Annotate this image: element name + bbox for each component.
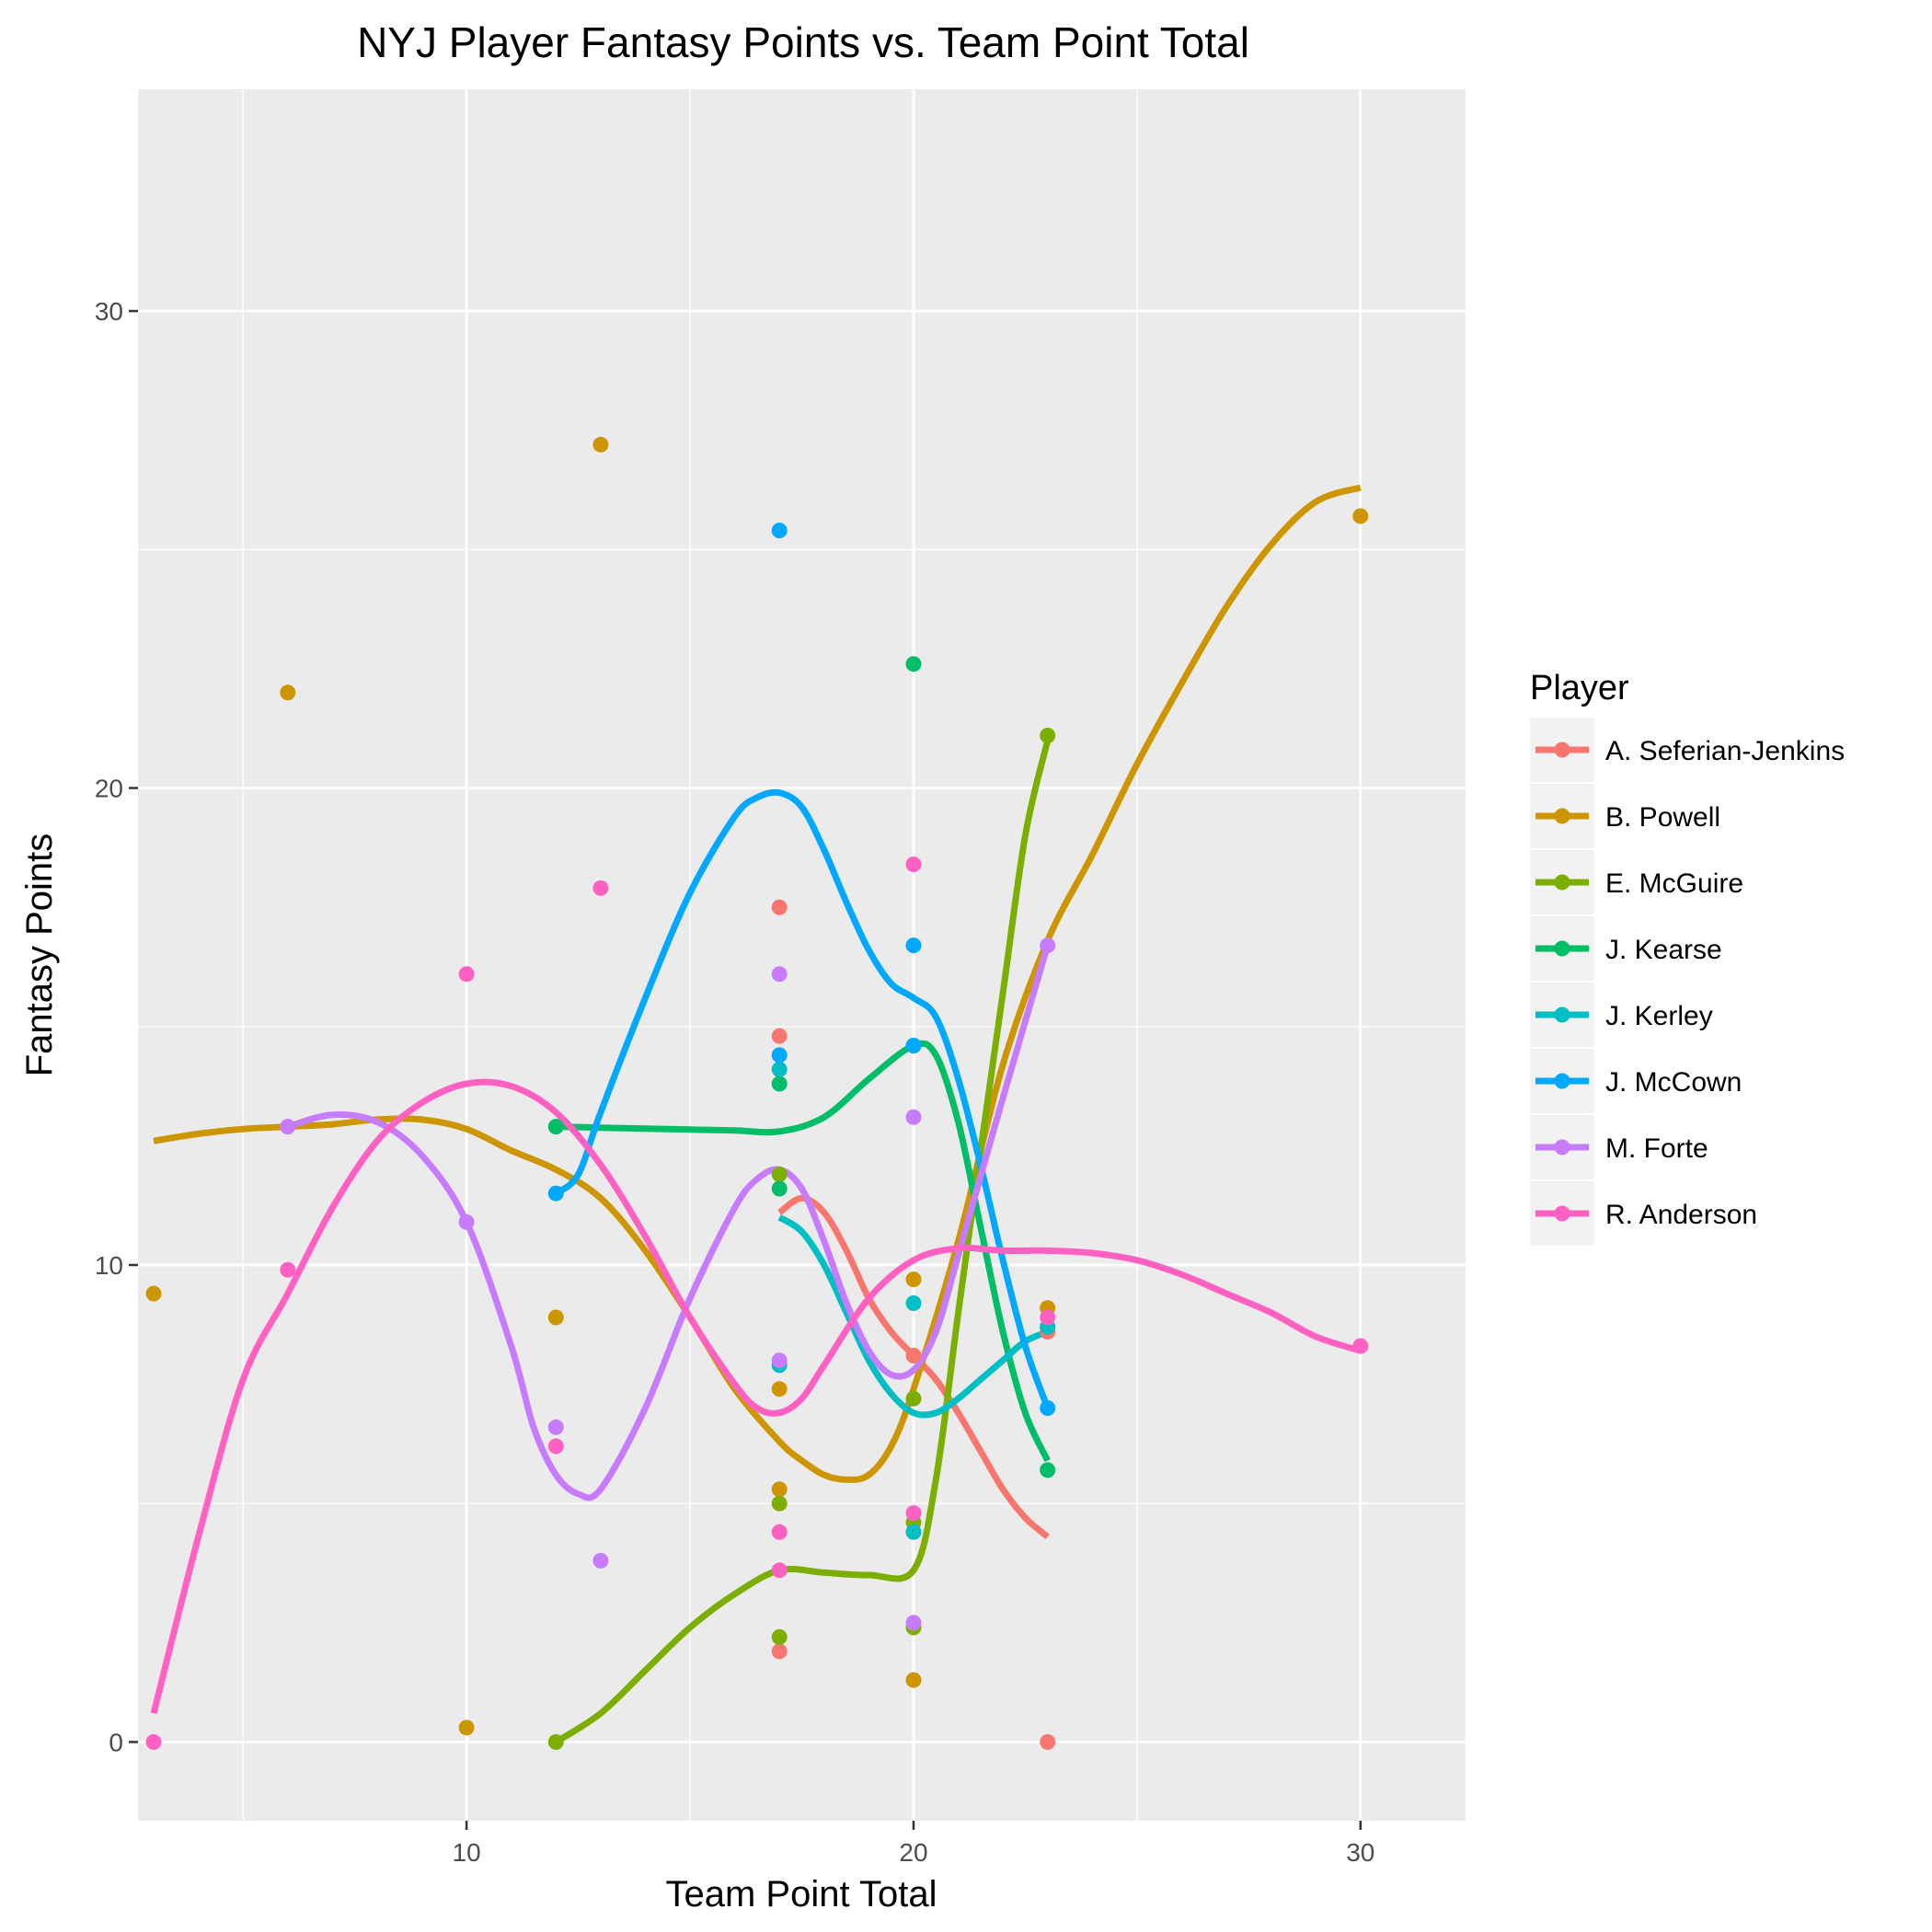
smooth-line-J. Kerley — [777, 1214, 1050, 1419]
legend-key-point — [1554, 808, 1570, 824]
y-tick-label: 10 — [95, 1251, 123, 1280]
data-point — [1352, 508, 1369, 524]
data-point — [1352, 1338, 1369, 1354]
legend-label: A. Seferian-Jenkins — [1605, 736, 1845, 766]
legend-title: Player — [1530, 669, 1629, 707]
data-point — [771, 1047, 788, 1064]
data-point — [280, 1261, 296, 1278]
data-point — [905, 1038, 922, 1053]
y-tick-label: 20 — [95, 775, 123, 803]
data-point — [1040, 937, 1056, 954]
data-point — [280, 684, 296, 701]
data-points — [145, 436, 1369, 1750]
data-point — [547, 1734, 564, 1750]
legend-key-point — [1554, 940, 1570, 957]
y-axis-title: Fantasy Points — [19, 834, 60, 1077]
legend-key-point — [1554, 1205, 1570, 1222]
smooth-line-R. Anderson — [150, 1078, 1362, 1715]
data-point — [905, 1295, 922, 1311]
data-point — [145, 1734, 162, 1750]
data-point — [547, 1419, 564, 1435]
data-point — [771, 899, 788, 915]
smooth-line-B. Powell — [153, 484, 1362, 1483]
data-point — [905, 937, 922, 954]
data-point — [905, 1615, 922, 1631]
y-axis: 0 10 20 30 — [95, 297, 138, 1756]
data-point — [905, 1271, 922, 1288]
data-point — [905, 656, 922, 673]
legend-key-point — [1554, 742, 1570, 758]
data-point — [771, 1381, 788, 1397]
smooth-line-M. Forte — [286, 944, 1052, 1501]
legend-key-point — [1554, 1073, 1570, 1089]
data-point — [458, 1719, 475, 1736]
data-point — [771, 523, 788, 539]
chart-title: NYJ Player Fantasy Points vs. Team Point… — [357, 18, 1249, 66]
data-point — [592, 880, 609, 896]
data-point — [145, 1285, 162, 1302]
data-point — [771, 1495, 788, 1512]
data-point — [547, 1309, 564, 1326]
data-point — [771, 1028, 788, 1044]
data-point — [905, 1672, 922, 1688]
x-tick-label: 30 — [1346, 1838, 1374, 1867]
data-point — [905, 1390, 922, 1407]
data-point — [771, 1481, 788, 1498]
data-point — [458, 1213, 475, 1230]
legend-label: M. Forte — [1605, 1133, 1708, 1164]
smooth-line-J. Kearse — [556, 1040, 1051, 1463]
y-tick-label: 0 — [109, 1728, 123, 1756]
x-tick-label: 20 — [899, 1838, 927, 1867]
legend-label: J. McCown — [1605, 1067, 1742, 1098]
data-point — [771, 1167, 788, 1182]
data-point — [905, 857, 922, 872]
data-point — [771, 1180, 788, 1197]
data-point — [1040, 1400, 1056, 1416]
data-point — [905, 1109, 922, 1125]
data-point — [771, 966, 788, 983]
legend-label: B. Powell — [1605, 802, 1720, 833]
data-point — [547, 1438, 564, 1455]
legend-key-point — [1554, 1139, 1570, 1156]
legend-key-point — [1554, 874, 1570, 891]
legend: Player A. Seferian-Jenkins B. Powell E. Mc… — [1530, 669, 1845, 1246]
data-point — [905, 1524, 922, 1540]
legend-label: J. Kearse — [1605, 935, 1722, 965]
y-tick-label: 30 — [95, 297, 123, 326]
data-point — [1040, 1734, 1056, 1750]
data-point — [771, 1643, 788, 1660]
x-axis-title: Team Point Total — [666, 1874, 937, 1915]
data-point — [771, 1562, 788, 1579]
data-point — [592, 1552, 609, 1569]
data-point — [905, 1505, 922, 1522]
x-tick-label: 10 — [453, 1838, 481, 1867]
x-axis: 10 20 30 — [453, 1821, 1374, 1867]
data-point — [1040, 1309, 1056, 1326]
data-point — [771, 1061, 788, 1077]
data-point — [1040, 728, 1056, 743]
data-point — [905, 1348, 922, 1363]
legend-key-point — [1554, 1006, 1570, 1023]
smooth-line-E. McGuire — [554, 739, 1052, 1745]
legend-label: E. McGuire — [1605, 868, 1743, 899]
legend-label: R. Anderson — [1605, 1200, 1757, 1230]
legend-label: J. Kerley — [1605, 1001, 1713, 1031]
grid — [138, 89, 1466, 1821]
data-point — [771, 1524, 788, 1540]
data-point — [592, 436, 609, 453]
data-point — [1040, 1462, 1056, 1478]
plot-panel — [138, 89, 1466, 1821]
data-point — [771, 1075, 788, 1092]
data-point — [547, 1119, 564, 1135]
data-point — [547, 1185, 564, 1202]
data-point — [771, 1352, 788, 1369]
data-point — [771, 1628, 788, 1645]
data-point — [280, 1119, 296, 1135]
data-point — [458, 966, 475, 983]
